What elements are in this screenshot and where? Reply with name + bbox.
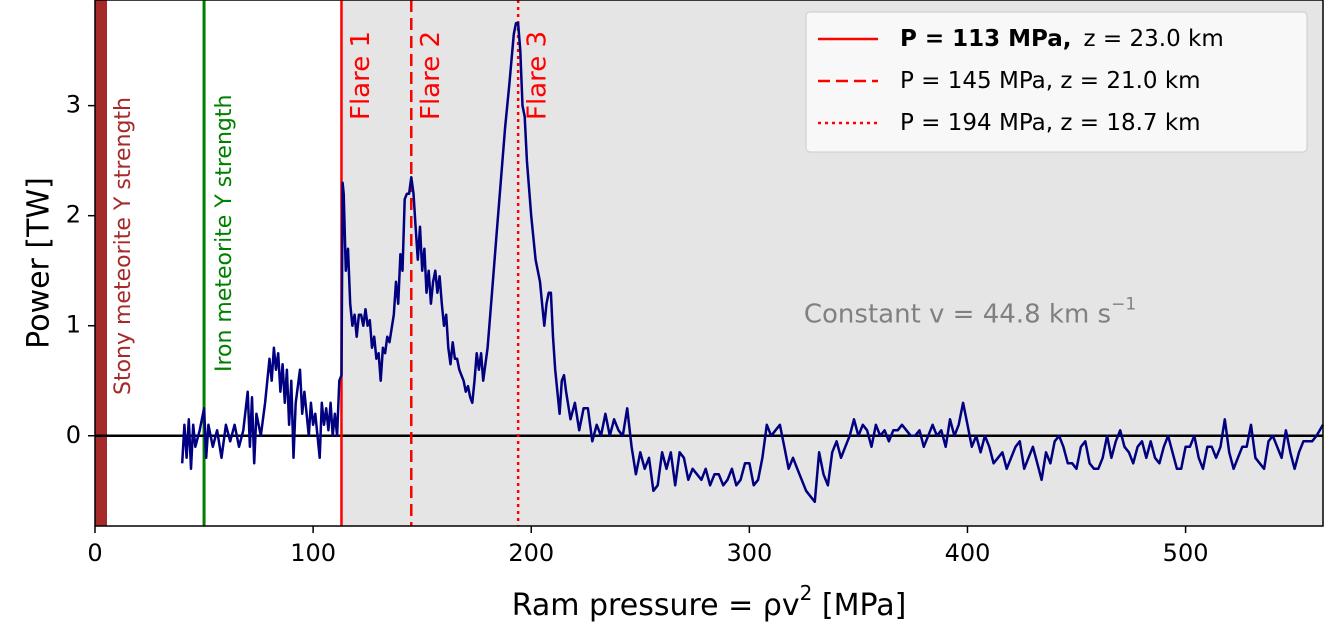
- legend-label: P = 194 MPa, z = 18.7 km: [900, 110, 1201, 136]
- legend-box: [805, 11, 1308, 153]
- legend-label: P = 145 MPa, z = 21.0 km: [900, 68, 1201, 94]
- x-tick-label: 100: [290, 539, 336, 567]
- annotation-sup: −1: [1111, 295, 1136, 315]
- legend-label: P = 113 MPa, z = 23.0 km: [900, 26, 1224, 52]
- annotation: Constant v = 44.8 km s−1: [804, 295, 1136, 330]
- legend-label-text: P = 145 MPa, z = 21.0 km: [900, 68, 1201, 94]
- strength-band: [95, 0, 107, 526]
- y-axis-label: Power [TW]: [22, 177, 57, 349]
- y-tick-label: 3: [66, 91, 81, 119]
- x-tick-label: 300: [726, 539, 772, 567]
- x-tick-label: 400: [945, 539, 991, 567]
- legend-label-text: z = 23.0 km: [1084, 26, 1224, 52]
- legend-label-bold: P = 113 MPa,: [900, 26, 1072, 52]
- x-tick-label: 0: [87, 539, 102, 567]
- x-tick-label: 500: [1163, 539, 1209, 567]
- x-axis-label: Ram pressure = ρv2 [MPa]: [512, 581, 907, 623]
- y-tick-label: 0: [66, 421, 81, 449]
- strength-label: Iron meteorite Y strength: [212, 95, 237, 372]
- data-line: [180, 21, 1325, 504]
- y-tick-label: 2: [66, 201, 81, 229]
- flare-label: Flare 2: [416, 31, 446, 120]
- x-tick-label: 200: [508, 539, 554, 567]
- plot-frame: [94, 0, 1324, 527]
- x-axis-label-sup: 2: [800, 581, 813, 605]
- legend-label-text: P = 194 MPa, z = 18.7 km: [900, 110, 1201, 136]
- flare-label: Flare 1: [346, 31, 376, 120]
- x-axis-label-main: Ram pressure = ρv: [512, 588, 800, 623]
- strength-label: Stony meteorite Y strength: [111, 97, 136, 395]
- y-tick-label: 1: [66, 311, 81, 339]
- annotation-text: Constant v = 44.8 km s: [804, 299, 1111, 329]
- x-axis-label-unit: [MPa]: [812, 588, 906, 623]
- flare-label: Flare 3: [523, 31, 553, 120]
